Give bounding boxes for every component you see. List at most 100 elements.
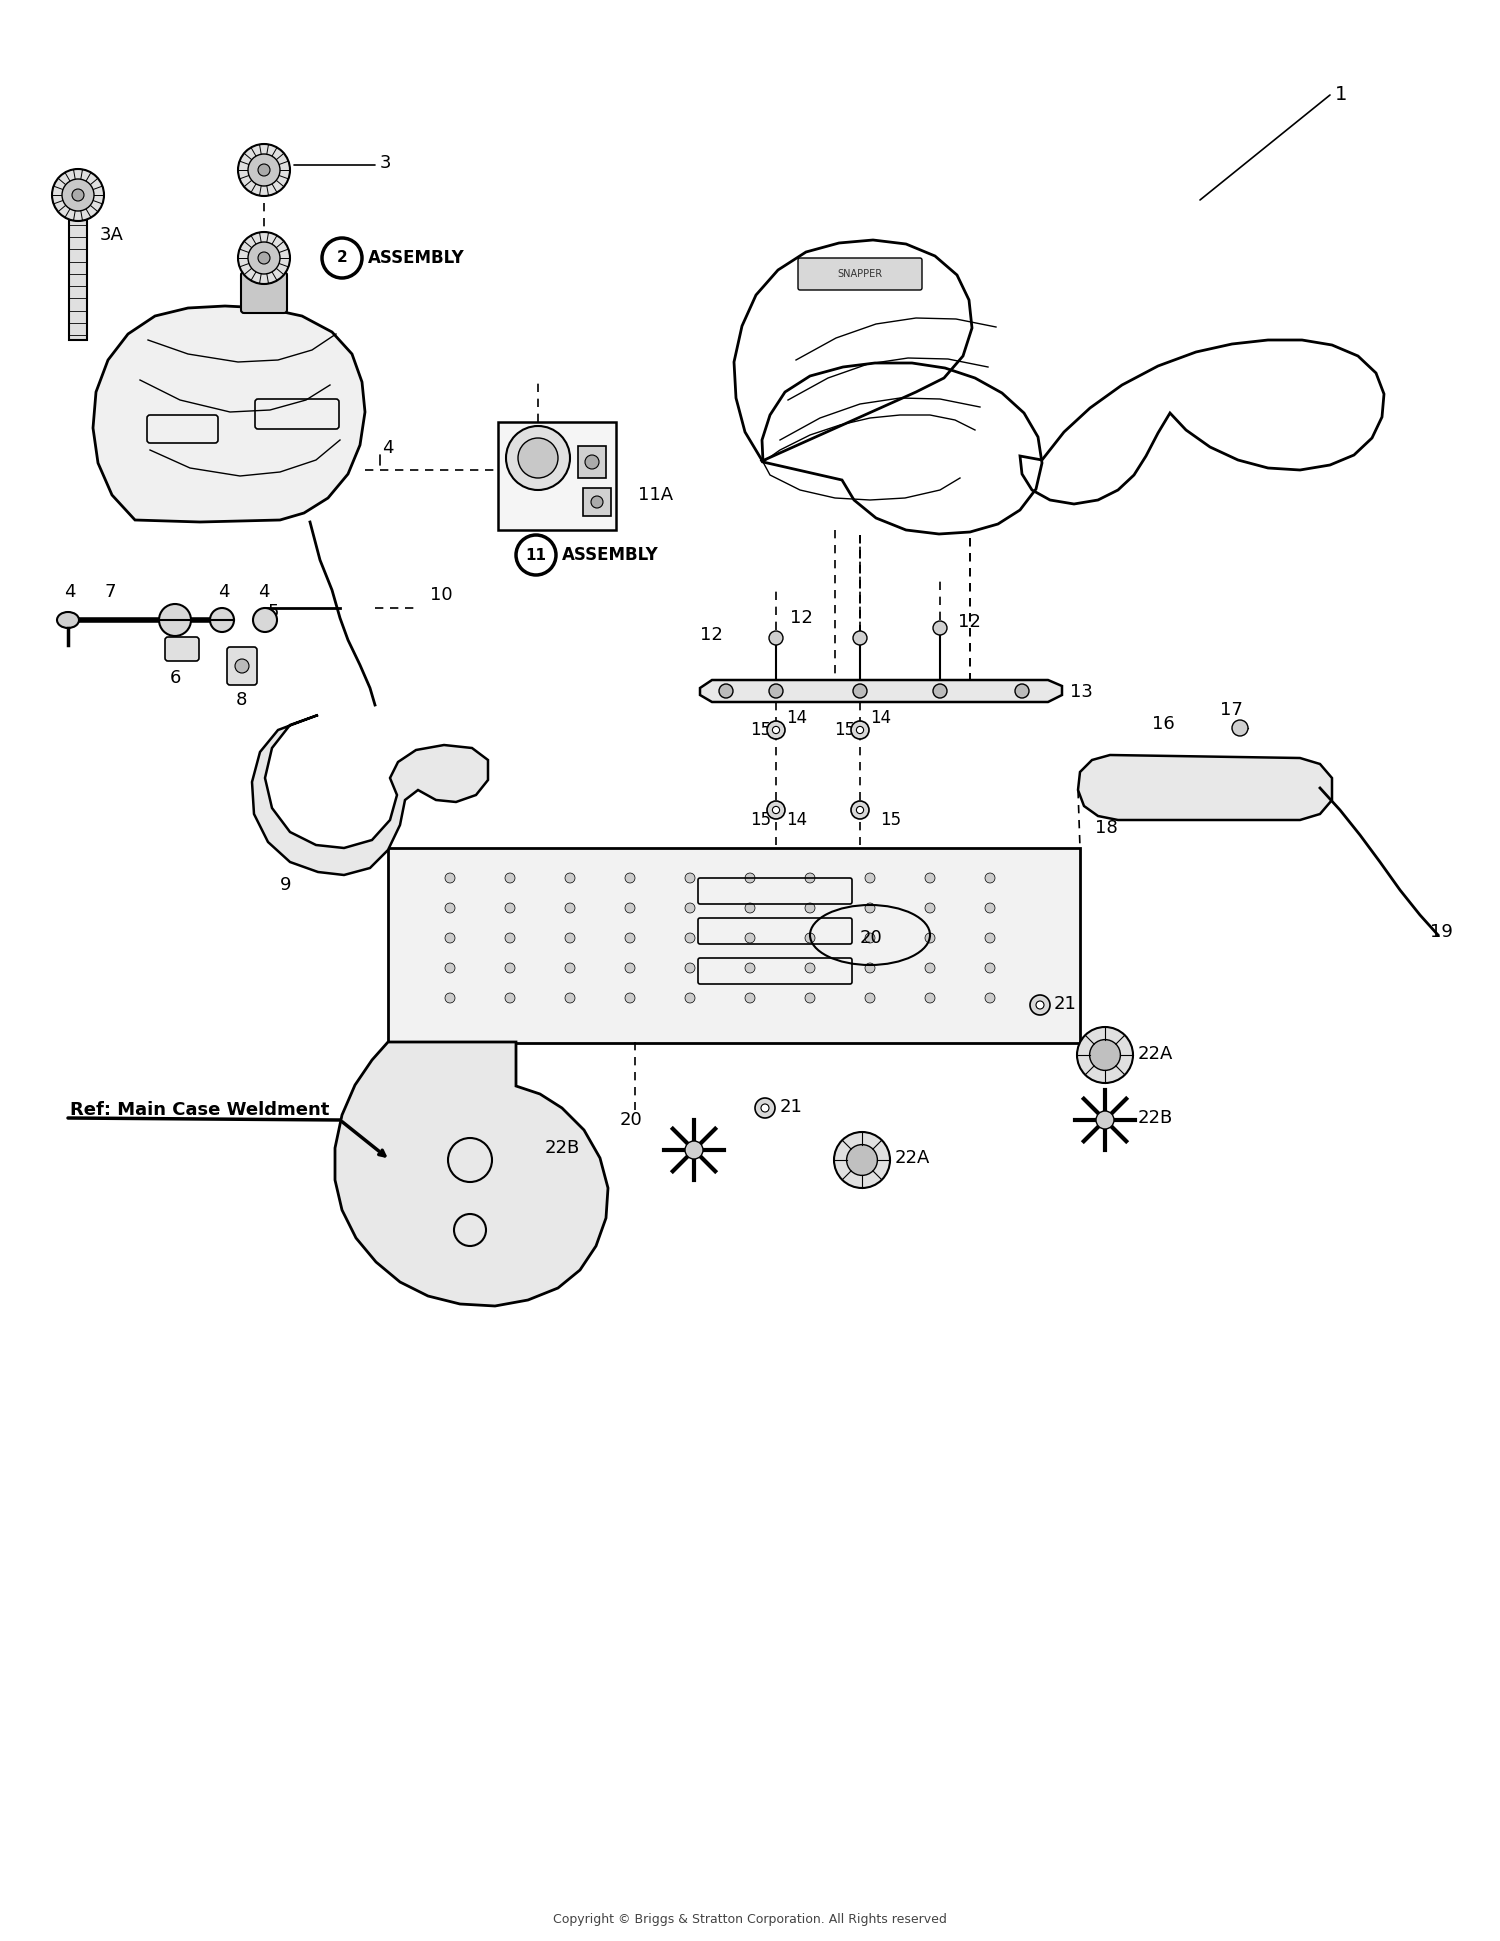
Text: 4: 4 <box>217 582 229 602</box>
Text: 14: 14 <box>786 708 807 728</box>
Text: 15: 15 <box>750 811 771 829</box>
Circle shape <box>1089 1040 1120 1069</box>
Text: 22B: 22B <box>544 1139 580 1157</box>
Circle shape <box>686 1141 703 1159</box>
Polygon shape <box>93 307 364 522</box>
Circle shape <box>506 994 515 1003</box>
Text: 17: 17 <box>1220 701 1244 718</box>
Circle shape <box>986 934 994 943</box>
Circle shape <box>585 454 598 470</box>
Circle shape <box>746 903 754 912</box>
Circle shape <box>933 621 946 635</box>
Text: 21: 21 <box>1054 996 1077 1013</box>
Circle shape <box>506 963 515 972</box>
Circle shape <box>446 873 454 883</box>
Circle shape <box>626 994 634 1003</box>
Circle shape <box>746 873 754 883</box>
Circle shape <box>1036 1002 1044 1009</box>
Circle shape <box>446 994 454 1003</box>
Circle shape <box>518 439 558 477</box>
Circle shape <box>772 806 780 813</box>
Circle shape <box>865 934 874 943</box>
Text: 13: 13 <box>1070 683 1094 701</box>
Circle shape <box>933 683 946 699</box>
Circle shape <box>626 963 634 972</box>
Polygon shape <box>252 714 488 875</box>
FancyBboxPatch shape <box>578 446 606 477</box>
Circle shape <box>853 631 867 644</box>
Circle shape <box>766 720 784 740</box>
Circle shape <box>566 903 574 912</box>
Circle shape <box>238 233 290 283</box>
Circle shape <box>238 144 290 196</box>
Circle shape <box>926 873 934 883</box>
FancyBboxPatch shape <box>498 421 616 530</box>
Text: 3A: 3A <box>100 225 124 245</box>
Text: 4: 4 <box>64 582 75 602</box>
FancyBboxPatch shape <box>165 637 200 662</box>
Circle shape <box>506 873 515 883</box>
FancyBboxPatch shape <box>584 487 610 516</box>
Circle shape <box>686 934 694 943</box>
Text: 16: 16 <box>1152 714 1174 734</box>
Circle shape <box>626 903 634 912</box>
Circle shape <box>516 536 556 575</box>
Circle shape <box>686 873 694 883</box>
Circle shape <box>986 963 994 972</box>
Circle shape <box>846 1145 877 1176</box>
FancyBboxPatch shape <box>242 272 286 313</box>
FancyBboxPatch shape <box>388 848 1080 1042</box>
Circle shape <box>986 994 994 1003</box>
Circle shape <box>772 726 780 734</box>
Circle shape <box>926 903 934 912</box>
Text: ASSEMBLY: ASSEMBLY <box>368 248 465 268</box>
Text: 18: 18 <box>1095 819 1118 837</box>
Circle shape <box>236 660 249 674</box>
FancyBboxPatch shape <box>69 219 87 340</box>
Text: 5: 5 <box>268 604 279 621</box>
Circle shape <box>760 1104 770 1112</box>
Circle shape <box>865 903 874 912</box>
Text: 14: 14 <box>786 811 807 829</box>
Text: ASSEMBLY: ASSEMBLY <box>562 545 658 565</box>
Circle shape <box>566 994 574 1003</box>
Text: 15: 15 <box>750 720 771 740</box>
Circle shape <box>766 802 784 819</box>
Circle shape <box>322 239 362 278</box>
Text: 22A: 22A <box>1138 1044 1173 1064</box>
Circle shape <box>770 631 783 644</box>
Circle shape <box>806 873 814 883</box>
Polygon shape <box>334 1042 608 1306</box>
Text: 19: 19 <box>1430 924 1454 941</box>
Circle shape <box>853 683 867 699</box>
Circle shape <box>806 903 814 912</box>
Circle shape <box>718 683 734 699</box>
Text: 6: 6 <box>170 670 182 687</box>
Circle shape <box>1016 683 1029 699</box>
Circle shape <box>72 188 84 202</box>
Circle shape <box>62 179 94 212</box>
Circle shape <box>754 1099 776 1118</box>
Circle shape <box>159 604 190 637</box>
Circle shape <box>446 963 454 972</box>
Circle shape <box>865 873 874 883</box>
Text: 21: 21 <box>780 1099 802 1116</box>
Circle shape <box>926 934 934 943</box>
Circle shape <box>926 963 934 972</box>
Circle shape <box>746 963 754 972</box>
Circle shape <box>806 934 814 943</box>
Circle shape <box>856 806 864 813</box>
Circle shape <box>210 608 234 633</box>
Circle shape <box>746 994 754 1003</box>
Text: SNAPPER: SNAPPER <box>837 270 882 280</box>
Text: 1: 1 <box>1335 85 1347 105</box>
Circle shape <box>850 720 868 740</box>
Text: Copyright © Briggs & Stratton Corporation. All Rights reserved: Copyright © Briggs & Stratton Corporatio… <box>554 1914 946 1927</box>
Circle shape <box>856 726 864 734</box>
Circle shape <box>686 963 694 972</box>
Circle shape <box>806 963 814 972</box>
Circle shape <box>566 963 574 972</box>
Text: 14: 14 <box>870 708 891 728</box>
Circle shape <box>1096 1110 1114 1130</box>
Circle shape <box>806 994 814 1003</box>
